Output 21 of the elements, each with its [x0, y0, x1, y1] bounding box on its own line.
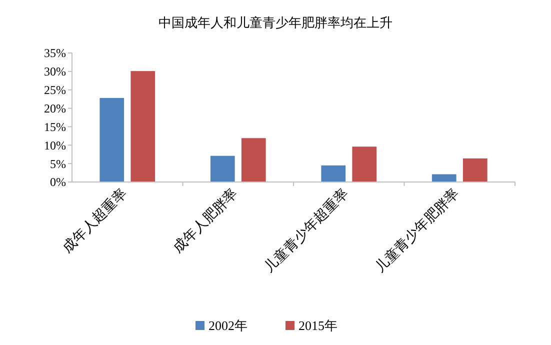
y-tick-label: 30%	[44, 64, 66, 79]
bar	[352, 146, 377, 182]
y-tick-label: 15%	[44, 120, 66, 134]
x-tick-label: 儿童青少年肥胖率	[372, 186, 462, 276]
x-tick-label: 儿童青少年超重率	[261, 186, 352, 276]
chart-title: 中国成年人和儿童青少年肥胖率均在上升	[158, 15, 392, 31]
x-tick-label: 成年人肥胖率	[170, 186, 241, 256]
y-tick-label: 20%	[44, 101, 66, 116]
bar	[462, 158, 488, 182]
bar	[210, 156, 235, 182]
y-tick-label: 5%	[50, 156, 66, 171]
legend-label: 2015年	[298, 318, 338, 333]
bar	[130, 71, 156, 182]
bar	[321, 165, 346, 182]
legend-label: 2002年	[208, 318, 248, 333]
y-tick-label: 10%	[44, 138, 66, 152]
bar	[432, 174, 456, 182]
y-tick-label: 35%	[44, 46, 66, 60]
bar	[241, 138, 266, 182]
bar	[100, 98, 124, 182]
y-tick-label: 25%	[44, 83, 66, 98]
